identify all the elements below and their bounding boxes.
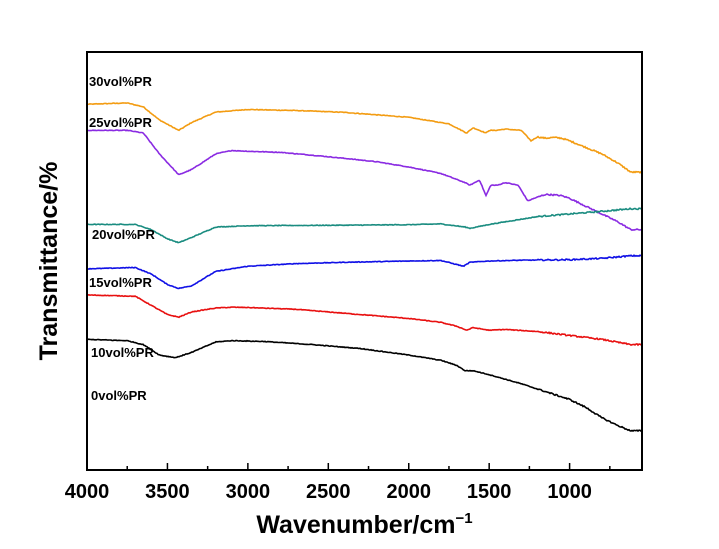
x-tick-label-3000: 3000 — [226, 481, 271, 503]
series-line-15volpctpr — [87, 254, 643, 290]
x-tick-label-3500: 3500 — [145, 481, 190, 503]
series-label-0volpctpr: 0vol%PR — [91, 388, 147, 403]
series-label-30volpctpr: 30vol%PR — [89, 74, 152, 89]
x-axis-title-superscript: −1 — [456, 510, 473, 527]
x-tick-label-2000: 2000 — [386, 481, 431, 503]
x-tick-label-1500: 1500 — [467, 481, 512, 503]
x-axis-title-text: Wavenumber/cm — [256, 511, 455, 539]
x-tick-label-2500: 2500 — [306, 481, 351, 503]
x-axis-title: Wavenumber/cm−1 — [256, 510, 472, 539]
series-label-layer: 30vol%PR 25vol%PR 20vol%PR 15vol%PR 10vol%PR… — [89, 74, 155, 403]
series-label-15volpctpr: 15vol%PR — [89, 275, 152, 290]
series-layer — [86, 101, 643, 433]
series-label-25volpctpr: 25vol%PR — [89, 115, 152, 130]
x-tick-label-4000: 4000 — [65, 481, 110, 503]
series-line-20volpctpr — [86, 207, 643, 244]
series-line-0volpctpr — [86, 338, 643, 433]
y-axis-title: Transmittance/% — [35, 162, 63, 361]
series-label-10volpctpr: 10vol%PR — [91, 345, 154, 360]
x-tick-label-1000: 1000 — [547, 481, 592, 503]
series-line-10volpctpr — [87, 293, 643, 347]
series-line-25volpctpr — [86, 129, 643, 232]
x-axis-ticks: 4000 3500 3000 2500 2000 1500 1000 — [65, 463, 611, 503]
series-label-20volpctpr: 20vol%PR — [92, 227, 155, 242]
series-line-30volpctpr — [86, 101, 643, 174]
plot-frame — [86, 51, 643, 471]
